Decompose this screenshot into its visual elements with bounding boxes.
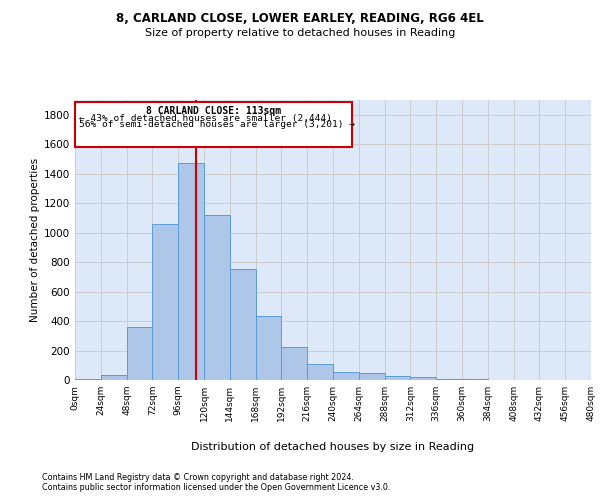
Bar (410, 377, 436, 380)
Text: 8 CARLAND CLOSE: 113sqm: 8 CARLAND CLOSE: 113sqm (146, 106, 281, 117)
Bar (333, 372, 359, 380)
Text: 56% of semi-detached houses are larger (3,201) →: 56% of semi-detached houses are larger (… (79, 120, 355, 129)
Text: Size of property relative to detached houses in Reading: Size of property relative to detached ho… (145, 28, 455, 38)
Bar (256, 316, 281, 380)
Y-axis label: Number of detached properties: Number of detached properties (30, 158, 40, 322)
Bar (101, 375, 127, 380)
Bar (230, 270, 256, 380)
Text: Contains public sector information licensed under the Open Government Licence v3: Contains public sector information licen… (42, 482, 391, 492)
Text: Distribution of detached houses by size in Reading: Distribution of detached houses by size … (191, 442, 475, 452)
Bar (307, 364, 333, 380)
Text: Contains HM Land Registry data © Crown copyright and database right 2024.: Contains HM Land Registry data © Crown c… (42, 472, 354, 482)
Bar (281, 347, 307, 380)
Bar (127, 327, 152, 380)
FancyBboxPatch shape (75, 102, 352, 147)
Bar (359, 374, 385, 380)
Text: 8, CARLAND CLOSE, LOWER EARLEY, READING, RG6 4EL: 8, CARLAND CLOSE, LOWER EARLEY, READING,… (116, 12, 484, 26)
Bar (385, 376, 410, 380)
Bar (75, 378, 101, 380)
Bar (152, 224, 178, 380)
Text: ← 43% of detached houses are smaller (2,444): ← 43% of detached houses are smaller (2,… (79, 114, 332, 122)
Bar (178, 164, 204, 380)
Bar (204, 215, 230, 380)
Bar (436, 378, 462, 380)
